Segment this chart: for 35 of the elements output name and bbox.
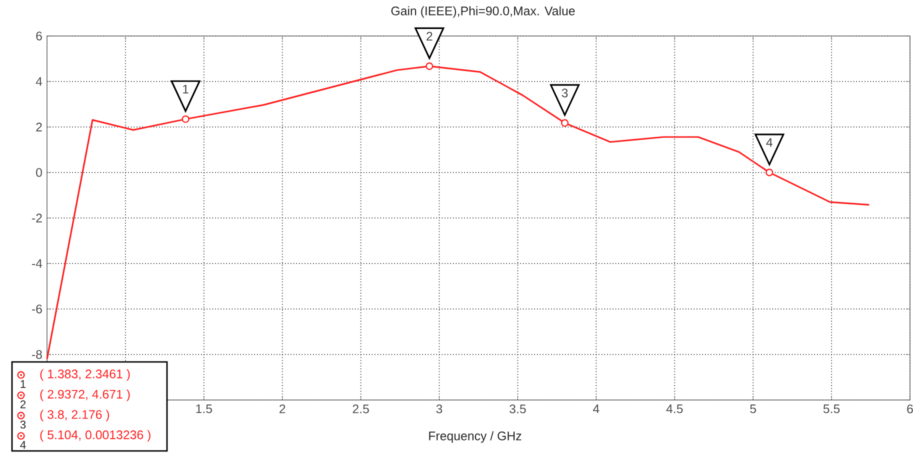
x-tick-label: 6 [907,404,913,414]
x-tick-label: 2.5 [352,404,369,414]
text: ( 3.8, 2.176 ) [40,410,110,422]
chart-title: Gain (IEEE),Phi=90.0,Max. Value [391,6,575,18]
y-tick-label: 6 [36,32,42,40]
y-tick-label: 0 [36,168,42,177]
point [766,168,774,176]
text: 1 [20,380,26,388]
point [182,115,190,123]
y-tick-label: 2 [36,122,42,132]
x-tick-label: 5 [750,404,756,414]
text: 4 [20,441,26,449]
x-axis-title: Frequency / GHz [429,431,522,443]
annotation: 4 [766,138,772,147]
x-tick-label: 4.5 [666,404,683,414]
annotation: 2 [426,32,432,41]
annotation: ( 2.9372, 4.671 ) [40,390,130,402]
x-tick-label: 3.5 [510,404,526,414]
annotation: 1 [183,84,188,94]
annotation: 3 [562,88,568,98]
x-tick-label: 2 [280,404,286,414]
point [561,119,569,127]
y-tick-label: -4 [32,259,42,268]
text: ( 5.104, 0.0013236 ) [40,430,150,442]
text: 3 [20,420,26,429]
y-tick-label: -8 [32,350,42,359]
x-tick-label: 5.5 [823,404,840,414]
x-tick-label: 1.5 [196,404,212,414]
x-tick-label: 3 [436,404,442,414]
y-tick-label: -2 [32,214,42,222]
point [426,62,434,70]
y-tick-label: -6 [32,304,42,314]
annotation: ( 1.383, 2.3461 ) [40,369,130,381]
x-tick-label: 4 [593,404,600,414]
y-tick-label: 4 [36,77,42,86]
